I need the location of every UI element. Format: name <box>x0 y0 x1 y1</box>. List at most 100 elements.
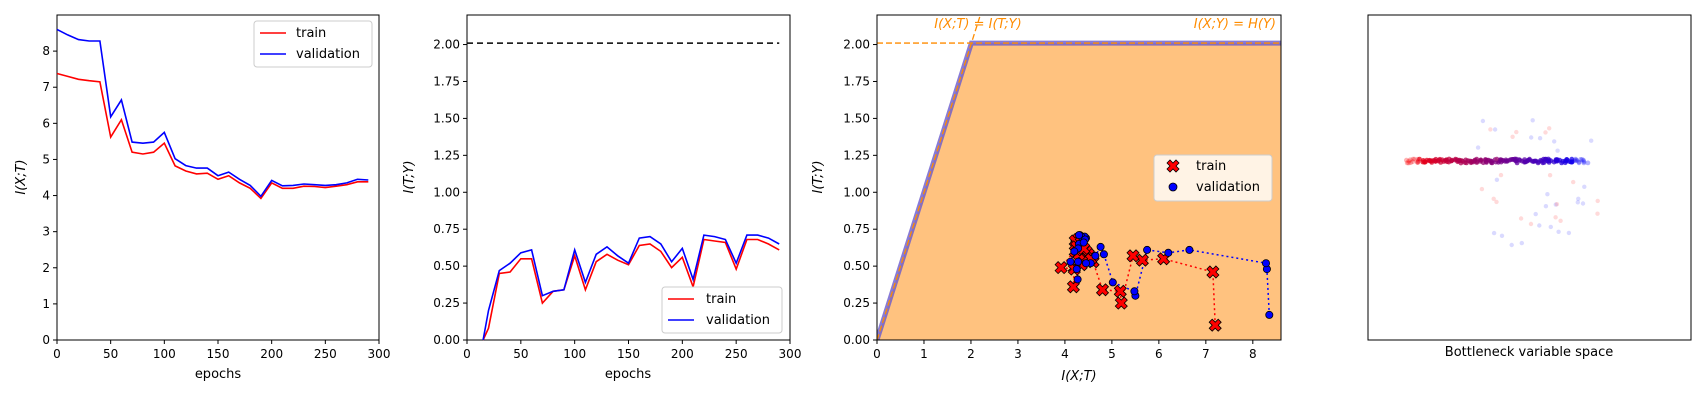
embedding-point <box>1553 202 1559 207</box>
train-point <box>1054 261 1068 275</box>
embedding-point <box>1410 156 1416 162</box>
embedding-point <box>1574 158 1580 164</box>
validation-point <box>1164 248 1173 257</box>
embedding-point <box>1514 129 1519 135</box>
train-point <box>1135 253 1149 267</box>
embedding-point <box>1547 173 1553 178</box>
y-tick-label: 0.00 <box>843 333 870 347</box>
x-tick-label: 0 <box>53 347 61 361</box>
x-tick-label: 300 <box>368 347 391 361</box>
embedding-point <box>1543 204 1549 209</box>
embedding-point <box>1595 211 1600 216</box>
y-tick-label: 7 <box>42 80 50 94</box>
embedding-point <box>1579 157 1585 162</box>
embedding-point <box>1552 139 1557 144</box>
x-tick-label: 200 <box>260 347 283 361</box>
embedding-point <box>1498 172 1504 178</box>
y-tick-label: 2.00 <box>433 38 460 52</box>
series-line-validation <box>56 28 369 198</box>
x-tick-label: 3 <box>1014 347 1022 361</box>
embedding-point <box>1555 148 1560 153</box>
embedding-point <box>1576 160 1582 166</box>
plot-frame <box>876 14 1282 341</box>
embedding-point <box>1408 160 1414 166</box>
y-tick-label: 0.50 <box>843 259 870 273</box>
trajectory-train <box>1059 238 1216 326</box>
train-point <box>1095 283 1110 297</box>
validation-point <box>1265 310 1274 319</box>
validation-point <box>1072 265 1081 274</box>
x-axis-label: I(X;T) <box>1061 369 1096 384</box>
legend-marker-validation <box>1168 182 1178 192</box>
x-axis-label: Bottleneck variable space <box>1445 345 1613 360</box>
embedding-point <box>1537 223 1542 228</box>
y-tick-label: 0.25 <box>433 296 460 310</box>
embedding-point <box>1575 200 1581 205</box>
embedding-point <box>1492 127 1498 132</box>
x-tick-label: 50 <box>103 347 118 361</box>
validation-point <box>1073 275 1082 284</box>
embedding-point <box>1406 160 1411 166</box>
x-tick-label: 250 <box>725 347 748 361</box>
y-axis-label: I(X;T) <box>14 159 29 194</box>
validation-point <box>1096 242 1105 251</box>
legend-label-validation: validation <box>1196 180 1260 195</box>
x-tick-label: 4 <box>1061 347 1069 361</box>
validation-point <box>1082 259 1091 268</box>
train-point <box>1208 318 1222 332</box>
legend: train validation <box>661 286 783 334</box>
annotation-identity: I(X;T) = I(T;Y) <box>934 17 1021 32</box>
embedding-point <box>1581 160 1587 166</box>
validation-point <box>1130 287 1139 296</box>
y-tick-label: 0.25 <box>843 296 870 310</box>
x-tick-label: 0 <box>463 347 471 361</box>
x-axis-label: epochs <box>605 367 652 382</box>
embedding-point <box>1573 157 1579 163</box>
panel-bottleneck-space: Bottleneck variable space <box>1367 14 1692 360</box>
x-tick-label: 100 <box>153 347 176 361</box>
y-tick-label: 0.50 <box>433 259 460 273</box>
train-point <box>1114 296 1128 310</box>
embedding-point <box>1518 216 1524 221</box>
embedding-point <box>1491 196 1496 201</box>
embedding-point <box>1581 157 1586 163</box>
embedding-point <box>1519 240 1525 246</box>
train-point <box>1113 284 1127 298</box>
y-tick-label: 1.75 <box>433 74 460 88</box>
y-tick-label: 0.75 <box>433 222 460 236</box>
plot-area <box>466 14 791 341</box>
x-tick-label: 150 <box>207 347 230 361</box>
y-tick-label: 1.00 <box>433 185 460 199</box>
legend: train validation <box>1153 154 1273 202</box>
x-tick-label: 100 <box>563 347 586 361</box>
x-tick-label: 150 <box>617 347 640 361</box>
embedding-point <box>1547 126 1552 131</box>
embedding-point <box>1510 134 1515 139</box>
y-tick-label: 4 <box>42 189 50 203</box>
embedding-point <box>1479 186 1485 192</box>
embedding-point <box>1494 199 1499 205</box>
embedding-point <box>1410 159 1416 165</box>
y-tick-label: 0.00 <box>433 333 460 347</box>
embedding-point <box>1528 221 1534 227</box>
validation-point <box>1185 245 1194 254</box>
panel-information-plane: 0 1 2 3 4 5 6 7 8 0.00 0.25 0.50 0.75 1.00 1.25 1.50 1.… <box>811 14 1282 384</box>
panel-mutual-info-ty: 0 50 100 150 200 250 300 0.00 0.25 0.50 0.75 1.00 1… <box>402 14 801 382</box>
validation-point <box>1074 257 1083 266</box>
y-tick-label: 2.00 <box>843 38 870 52</box>
embedding-point <box>1533 211 1538 217</box>
embedding-point <box>1564 157 1570 163</box>
legend-box <box>1153 154 1273 202</box>
validation-point <box>1108 278 1117 287</box>
embedding-point <box>1572 158 1578 164</box>
embedding-point <box>1404 157 1409 163</box>
x-tick-label: 5 <box>1108 347 1116 361</box>
y-axis-label: I(T;Y) <box>811 160 826 193</box>
embedding-point <box>1480 118 1486 124</box>
train-point <box>1066 280 1080 294</box>
embedding-point <box>1576 196 1581 201</box>
validation-point <box>1143 245 1152 254</box>
panel-mutual-info-xt: 0 50 100 150 200 250 300 0 1 2 3 4 5 6 7 8 epochs I(X;… <box>14 14 391 382</box>
y-tick-label: 1.50 <box>843 111 870 125</box>
x-tick-label: 2 <box>967 347 975 361</box>
